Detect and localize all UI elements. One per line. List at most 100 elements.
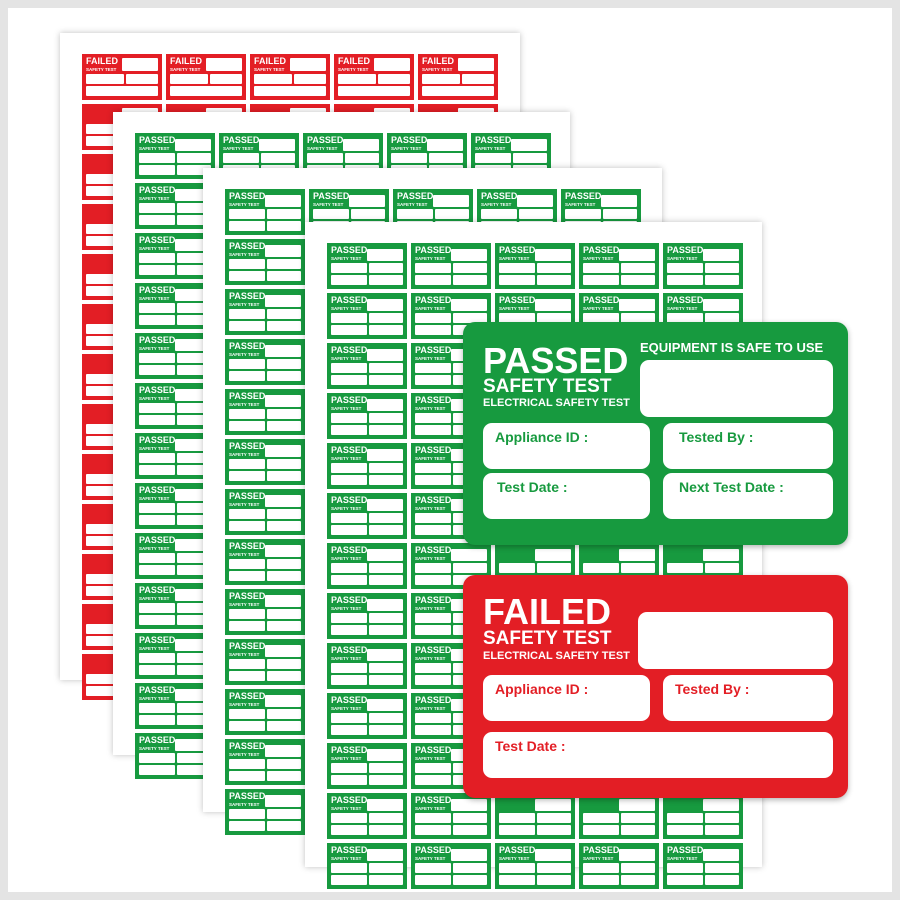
small-label-field xyxy=(535,249,571,261)
small-label-field xyxy=(139,653,175,663)
failed-small-label: FAILED SAFETY TEST xyxy=(82,54,162,100)
small-label-title: PASSED xyxy=(499,845,536,855)
small-label-field xyxy=(369,413,403,423)
small-label-field xyxy=(415,575,451,585)
small-label-subtitle: SAFETY TEST xyxy=(229,452,260,457)
small-label-field xyxy=(621,875,655,885)
small-label-subtitle: SAFETY TEST xyxy=(415,706,446,711)
small-label-field xyxy=(331,825,367,835)
passed-small-label: PASSED SAFETY TEST xyxy=(135,183,215,229)
small-label-field xyxy=(705,875,739,885)
small-label-title: PASSED xyxy=(415,345,452,355)
small-label-subtitle: SAFETY TEST xyxy=(139,746,170,751)
small-label-field xyxy=(433,195,469,207)
test-date-field: Test Date : xyxy=(483,473,650,519)
passed-small-label: PASSED SAFETY TEST xyxy=(495,843,575,889)
small-label-field xyxy=(86,574,124,584)
small-label-subtitle: SAFETY TEST xyxy=(415,406,446,411)
passed-small-label: PASSED SAFETY TEST xyxy=(135,283,215,329)
small-label-field xyxy=(331,363,367,373)
small-label-field xyxy=(175,539,211,551)
failed-caption: ELECTRICAL SAFETY TEST xyxy=(483,650,630,662)
small-label-field xyxy=(86,474,124,484)
small-label-field xyxy=(267,671,301,681)
passed-small-label: PASSED SAFETY TEST xyxy=(135,683,215,729)
small-label-title: PASSED xyxy=(313,191,350,201)
small-label-title: PASSED xyxy=(229,641,266,651)
small-label-field xyxy=(338,74,376,84)
small-label-field xyxy=(139,315,175,325)
passed-small-label: PASSED SAFETY TEST xyxy=(663,843,743,889)
small-label-field xyxy=(331,475,367,485)
small-label-field xyxy=(369,375,403,385)
small-label-field xyxy=(229,309,265,319)
small-label-field xyxy=(619,799,655,811)
small-label-field xyxy=(229,271,265,281)
small-label-field xyxy=(175,289,211,301)
small-label-subtitle: SAFETY TEST xyxy=(229,402,260,407)
small-label-field xyxy=(537,263,571,273)
small-label-title: PASSED xyxy=(229,741,266,751)
passed-small-label: PASSED SAFETY TEST xyxy=(135,483,215,529)
small-label-field xyxy=(86,124,124,134)
passed-small-label: PASSED SAFETY TEST xyxy=(135,633,215,679)
small-label-field xyxy=(267,521,301,531)
small-label-field xyxy=(429,153,463,163)
small-label-field xyxy=(415,875,451,885)
small-label-field xyxy=(331,375,367,385)
failed-small-label: FAILED SAFETY TEST xyxy=(166,54,246,100)
small-label-field xyxy=(499,875,535,885)
small-label-field xyxy=(177,615,211,625)
small-label-field xyxy=(294,74,326,84)
small-label-field xyxy=(86,624,124,634)
small-label-field xyxy=(415,413,451,423)
small-label-field xyxy=(367,599,403,611)
passed-small-label: PASSED SAFETY TEST xyxy=(327,243,407,289)
small-label-field xyxy=(415,425,451,435)
small-label-field xyxy=(267,209,301,219)
small-label-field xyxy=(705,563,739,573)
passed-small-label: PASSED SAFETY TEST xyxy=(135,533,215,579)
small-label-field xyxy=(415,263,451,273)
notes-box xyxy=(638,612,833,669)
small-label-field xyxy=(367,799,403,811)
small-label-field xyxy=(519,209,553,219)
passed-subtitle: SAFETY TEST xyxy=(483,376,612,397)
small-label-field xyxy=(139,153,175,163)
small-label-field xyxy=(453,813,487,823)
small-label-title: PASSED xyxy=(139,585,176,595)
small-label-title: FAILED xyxy=(338,56,371,66)
small-label-subtitle: SAFETY TEST xyxy=(331,606,362,611)
small-label-field xyxy=(667,275,703,285)
small-label-field xyxy=(415,763,451,773)
small-label-field xyxy=(369,363,403,373)
small-label-field xyxy=(177,703,211,713)
appliance-id-field: Appliance ID : xyxy=(483,423,650,469)
small-label-subtitle: SAFETY TEST xyxy=(415,456,446,461)
small-label-title: PASSED xyxy=(139,235,176,245)
small-label-field xyxy=(177,215,211,225)
small-label-field xyxy=(177,553,211,563)
small-label-field xyxy=(206,58,242,71)
small-label-field xyxy=(139,353,175,363)
small-label-field xyxy=(331,625,367,635)
small-label-subtitle: SAFETY TEST xyxy=(499,306,530,311)
small-label-field xyxy=(175,739,211,751)
small-label-title: PASSED xyxy=(331,495,368,505)
small-label-subtitle: SAFETY TEST xyxy=(229,252,260,257)
small-label-field xyxy=(369,575,403,585)
small-label-field xyxy=(175,239,211,251)
passed-small-label: PASSED SAFETY TEST xyxy=(135,333,215,379)
passed-small-label: PASSED SAFETY TEST xyxy=(327,643,407,689)
small-label-field xyxy=(537,563,571,573)
small-label-field xyxy=(369,563,403,573)
small-label-title: PASSED xyxy=(583,845,620,855)
small-label-field xyxy=(374,58,410,71)
small-label-field xyxy=(499,825,535,835)
failed-subtitle: SAFETY TEST xyxy=(483,628,612,649)
passed-small-label: PASSED SAFETY TEST xyxy=(495,243,575,289)
small-label-field xyxy=(139,503,175,513)
small-label-field xyxy=(369,475,403,485)
small-label-title: PASSED xyxy=(415,795,452,805)
small-label-title: PASSED xyxy=(229,491,266,501)
